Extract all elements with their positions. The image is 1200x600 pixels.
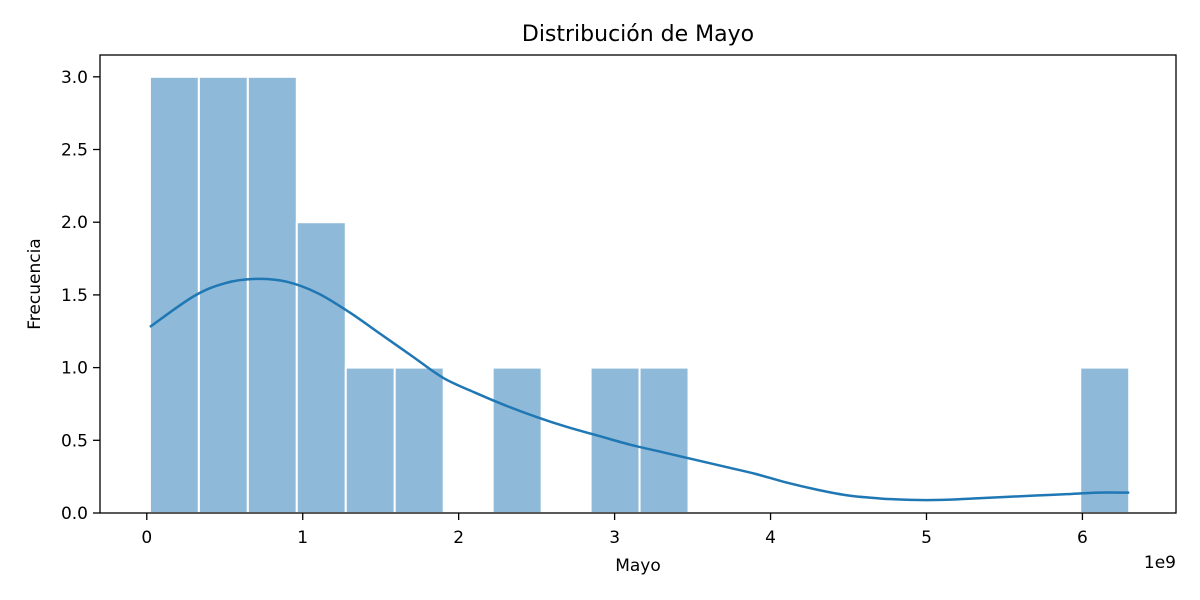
- y-tick-label: 2.0: [61, 213, 88, 233]
- histogram-bar: [491, 366, 543, 514]
- histogram-bar: [344, 366, 396, 514]
- x-tick-label: 2: [453, 528, 464, 548]
- x-tick-label: 5: [921, 528, 932, 548]
- histogram-bar: [197, 75, 249, 515]
- histogram-bar: [1079, 366, 1131, 514]
- y-tick-label: 1.0: [61, 359, 88, 379]
- plot-frame: [99, 54, 1177, 514]
- y-tick-label: 0.5: [61, 431, 88, 451]
- histogram-bar: [148, 75, 200, 515]
- x-axis-ticks: 0 1 2 3 4 5 6: [141, 513, 1088, 548]
- histogram-bar: [295, 221, 347, 514]
- y-axis-label: Frecuencia: [25, 238, 45, 329]
- y-tick-label: 2.5: [61, 141, 88, 161]
- x-tick-label: 6: [1077, 528, 1088, 548]
- histogram-bar: [638, 366, 690, 514]
- y-tick-label: 1.5: [61, 286, 88, 306]
- kde-curve: [149, 277, 1130, 502]
- y-axis-ticks: 0.0 0.5 1.0 1.5 2.0 2.5 3.0: [61, 68, 100, 524]
- y-tick-label: 3.0: [61, 68, 88, 88]
- x-tick-label: 1: [297, 528, 308, 548]
- x-axis-offset-label: 1e9: [1144, 553, 1176, 573]
- x-tick-label: 0: [141, 528, 152, 548]
- histogram-bar: [246, 75, 298, 515]
- x-axis-label: Mayo: [615, 556, 661, 576]
- x-tick-label: 4: [765, 528, 776, 548]
- histogram-bar: [393, 366, 445, 514]
- y-tick-label: 0.0: [61, 504, 88, 524]
- chart-title: Distribución de Mayo: [522, 22, 754, 47]
- bars-group: [148, 75, 1131, 515]
- x-tick-label: 3: [609, 528, 620, 548]
